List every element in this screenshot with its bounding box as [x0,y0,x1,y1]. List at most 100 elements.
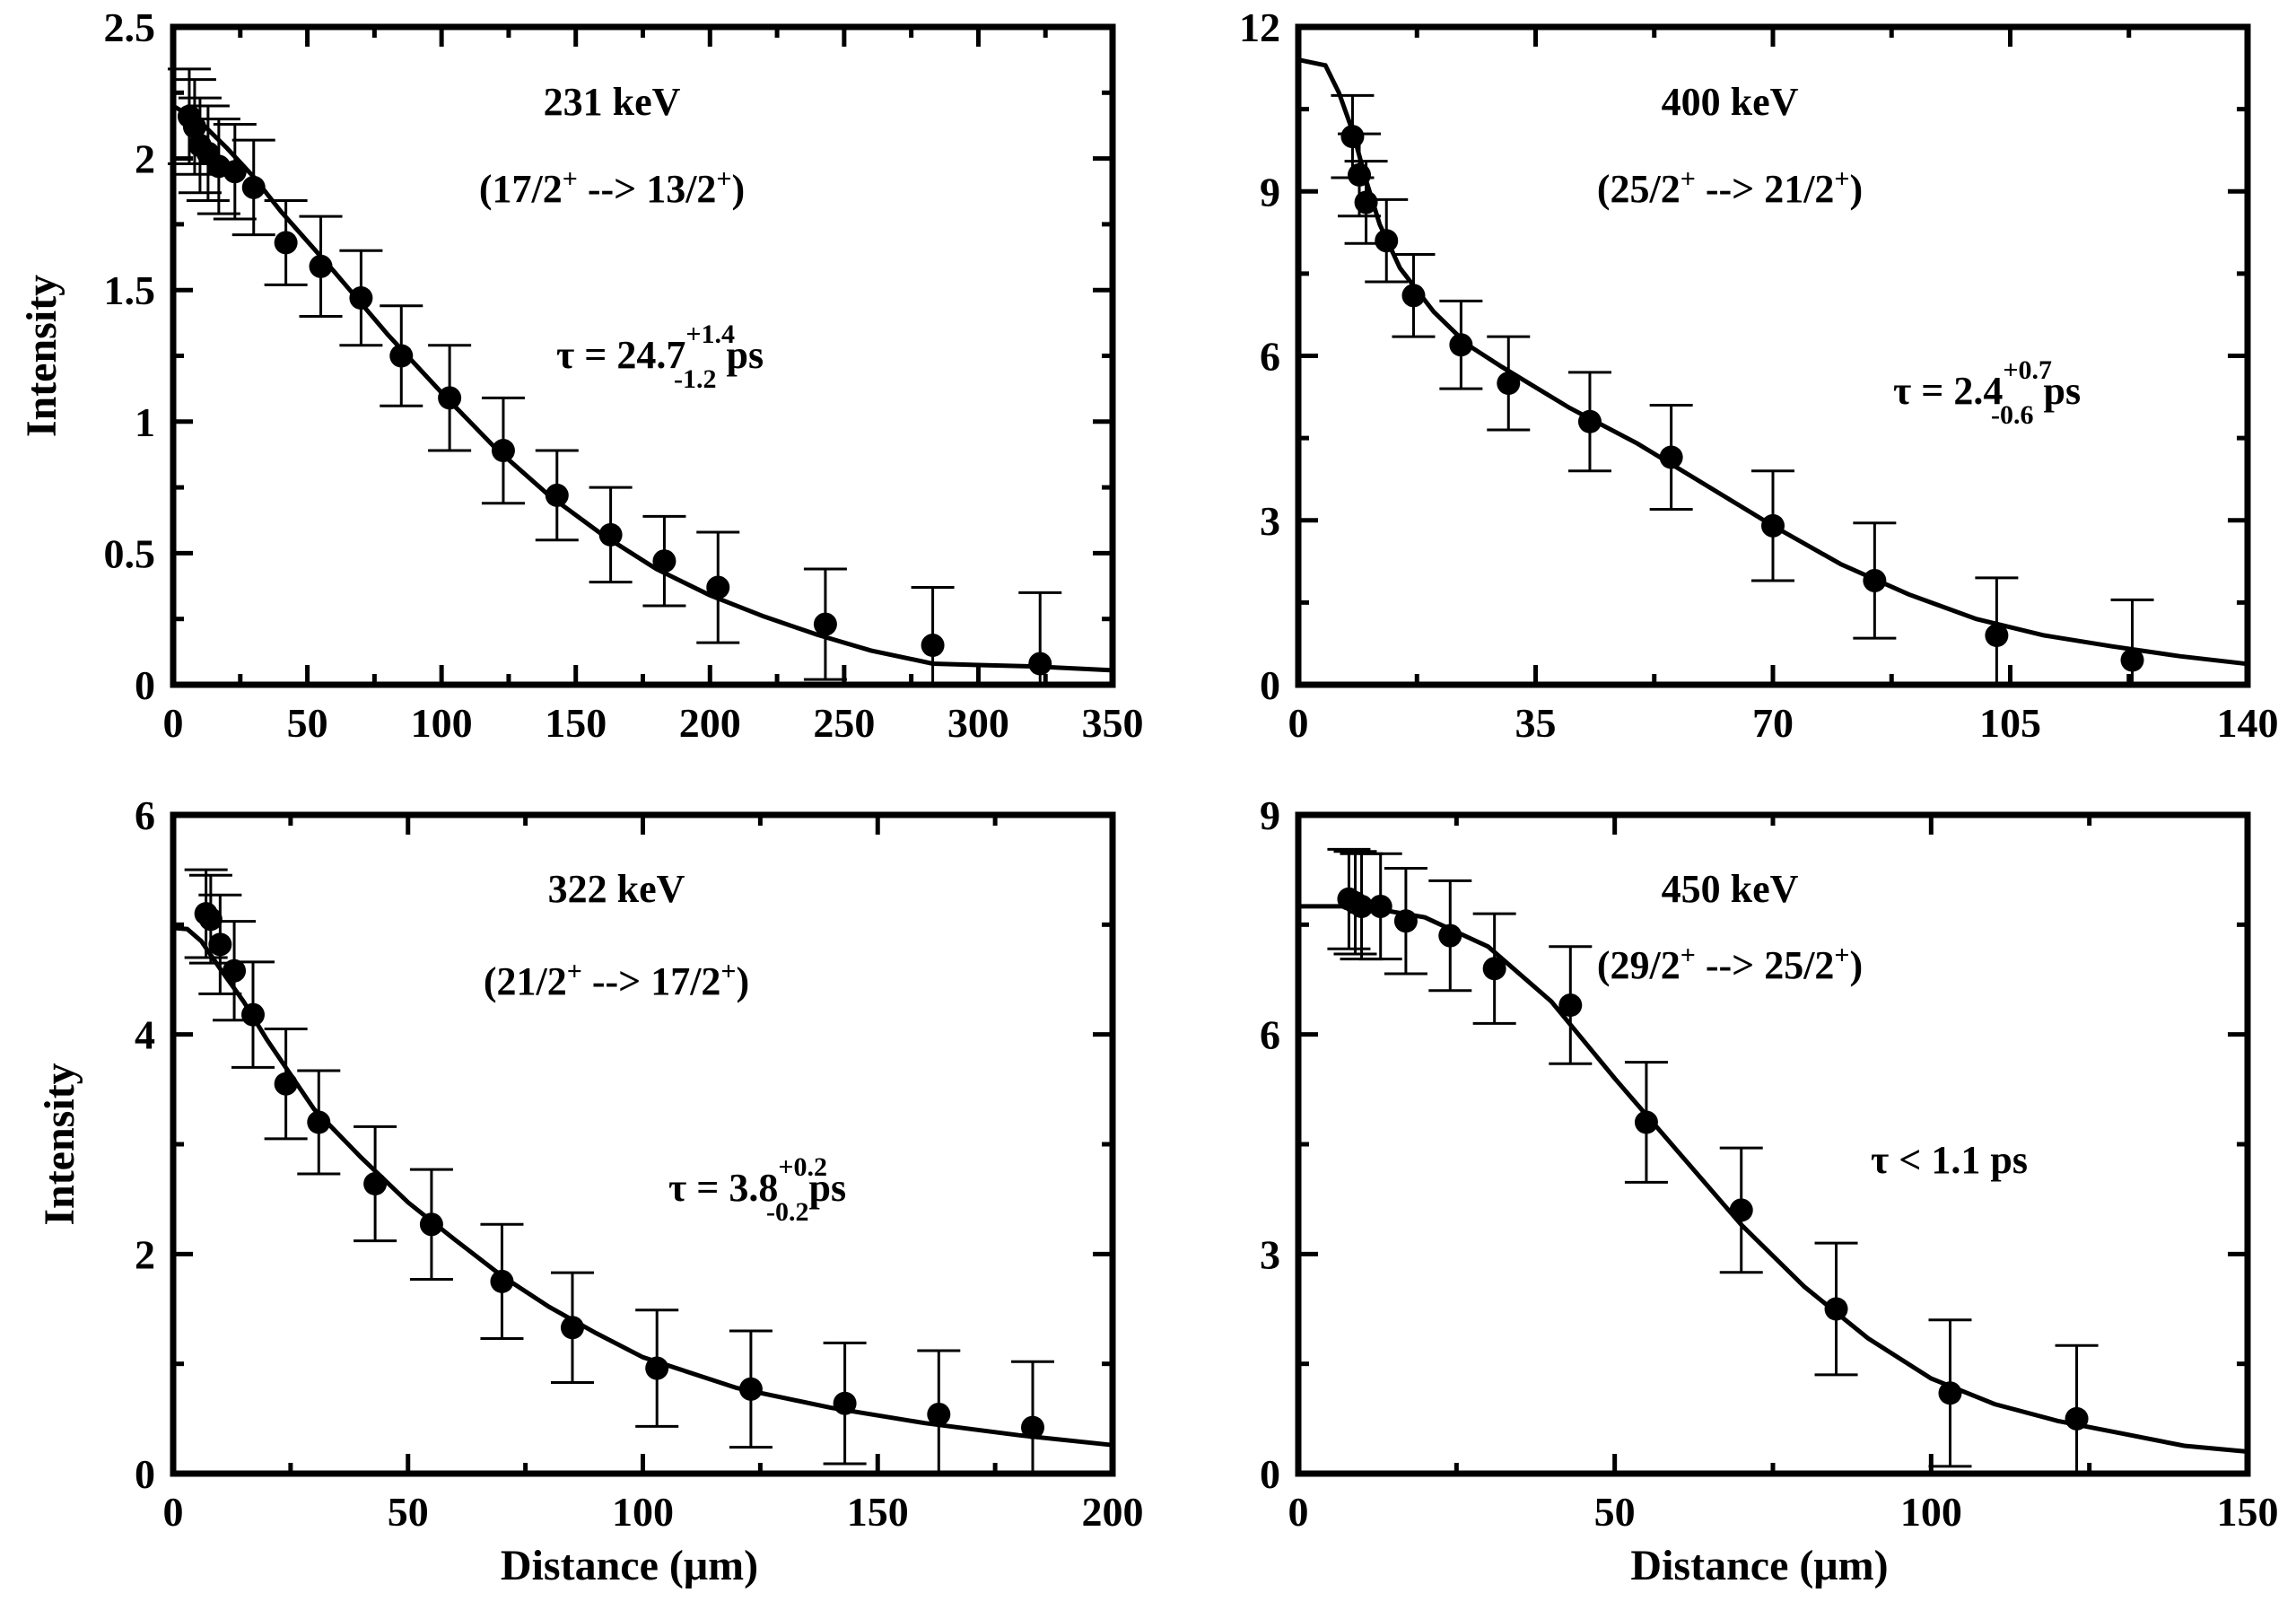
data-point [1368,894,1392,918]
x-tick-label: 150 [545,700,607,746]
x-tick-label: 50 [388,1489,429,1535]
data-point [2120,648,2144,672]
data-point [2065,1406,2089,1431]
transition-label: (21/2+ --> 17/2+) [484,957,749,1004]
data-point [490,1269,514,1293]
x-tick-label: 105 [1979,700,2041,746]
data-point [223,160,247,184]
y-axis-title: Intensity [36,1063,83,1225]
data-point [1348,162,1372,187]
data-point [349,285,373,310]
data-point [389,344,414,368]
y-tick-label: 2 [135,1231,155,1277]
data-point [1558,993,1583,1018]
x-tick-label: 0 [1288,1489,1309,1535]
panel-title: 450 keV [1662,867,1799,911]
panel-322-kev: 0 50 100 150 200 0 2 4 6 Intensity Distance (μm) 32… [36,792,1144,1589]
data-point [560,1316,584,1340]
panel-450-kev: 0 50 100 150 0 3 6 9 Distance (μm) 450 keV (29/2+ … [1260,792,2279,1589]
panel-title: 400 keV [1662,80,1799,124]
data-point [1729,1198,1753,1222]
data-point [241,175,266,199]
data-point [438,386,462,410]
x-tick-label: 300 [947,700,1009,746]
data-point [363,1172,388,1196]
data-point [1761,513,1785,538]
lifetime-upper-error: +0.2 [778,1152,827,1182]
y-tick-label: 2 [135,136,155,182]
data-point [921,634,945,658]
plot-frame [1295,23,2251,688]
y-tick-label: 0 [135,662,155,708]
data-point [1482,957,1506,981]
plot-frame [170,811,1116,1477]
data-point [813,612,837,636]
data-point [1438,923,1462,948]
x-axis-title: Distance (μm) [1630,1542,1888,1589]
panel-400-kev: 0 35 70 105 140 0 3 6 9 12 400 keV (25/2+ --> 21/2+… [1239,4,2279,746]
data-point [1863,568,1887,592]
data-point [1577,409,1602,433]
lifetime-lower-error: -0.2 [766,1197,809,1227]
data-point [1824,1297,1848,1321]
data-point [208,932,232,957]
data-point [645,1356,669,1380]
data-point [833,1391,857,1415]
x-tick-label: 100 [612,1489,674,1535]
lifetime-upper-error: +1.4 [685,319,735,349]
y-tick-label: 1.5 [104,267,156,313]
lifetime-upper-error: +0.7 [2003,355,2052,385]
x-tick-label: 100 [1900,1489,1962,1535]
fit-curve [172,925,1113,1448]
fit-curve [1297,57,2248,667]
data-point [706,575,730,599]
transition-label: (17/2+ --> 13/2+) [479,164,745,212]
data-point [1497,372,1521,396]
y-tick-label: 3 [1260,1231,1280,1277]
x-tick-label: 0 [163,700,184,746]
data-point [1354,190,1378,214]
x-tick-label: 0 [1288,700,1309,746]
data-point [927,1402,951,1426]
x-tick-label: 35 [1515,700,1557,746]
data-point [274,1072,298,1096]
data-point [1393,909,1418,933]
panel-title: 231 keV [544,80,681,124]
x-tick-label: 200 [679,700,741,746]
data-point [598,522,623,547]
error-bar [2110,598,2154,687]
data-point [545,483,569,507]
y-tick-label: 1 [135,399,155,445]
data-point [1985,624,2009,648]
x-tick-label: 150 [847,1489,909,1535]
x-tick-label: 50 [1594,1489,1636,1535]
data-point [1021,1415,1045,1440]
data-point [198,907,223,932]
x-tick-label: 200 [1082,1489,1144,1535]
data-point [1028,652,1052,676]
y-tick-label: 3 [1260,498,1280,544]
x-tick-label: 0 [163,1489,184,1535]
fit-curve [1298,904,2248,1454]
x-tick-label: 350 [1082,700,1144,746]
y-tick-label: 2.5 [104,4,156,50]
data-point [223,958,247,983]
x-tick-label: 140 [2217,700,2279,746]
y-tick-label: 6 [135,792,155,838]
y-tick-label: 9 [1260,169,1280,214]
data-point [240,1002,265,1027]
data-point [1449,333,1473,357]
y-tick-label: 0 [1260,662,1280,708]
lifetime-lower-error: -0.6 [1991,400,2034,430]
y-tick-label: 12 [1239,4,1280,50]
data-point [307,1110,331,1134]
lifetime-annotation: τ < 1.1 ps [1871,1138,2028,1182]
data-point [309,254,333,278]
y-tick-label: 4 [135,1012,155,1058]
y-tick-label: 0.5 [104,530,156,576]
data-point [1401,284,1426,308]
plot-frame [1295,811,2251,1477]
data-point [1375,229,1399,253]
x-axis-title: Distance (μm) [501,1542,758,1589]
y-tick-label: 6 [1260,334,1280,380]
